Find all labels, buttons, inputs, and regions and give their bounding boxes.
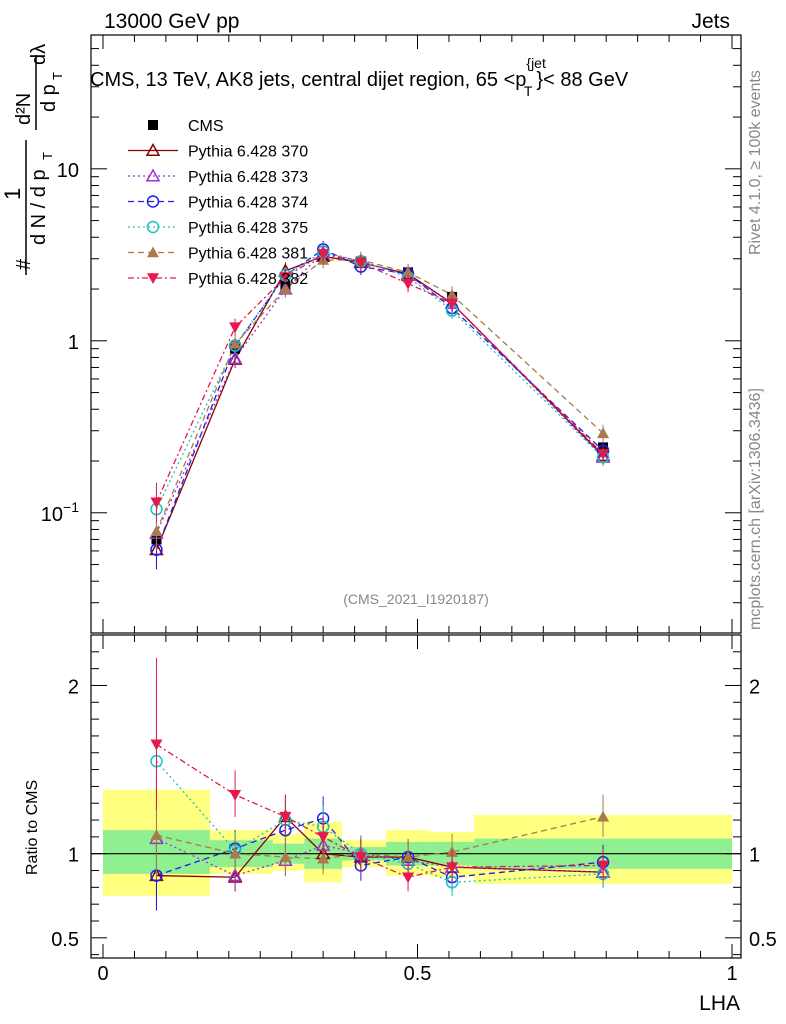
data-point [279,283,292,294]
ratio-point [354,852,367,864]
y-tick-label: 10 [57,160,79,182]
ratio-y-tick-label-right: 0.5 [749,929,777,951]
legend-label: Pythia 6.428 375 [188,220,308,237]
ratio-ylabel: Ratio to CMS [24,780,41,875]
header-right: Jets [691,10,730,33]
mcplots-label: mcplots.cern.ch [arXiv:1306.3436] [747,388,764,630]
data-point [354,257,367,269]
legend-marker [145,142,161,157]
y-tick-label-base: 10 [41,504,63,526]
legend-marker [147,246,159,258]
legend-label: Pythia 6.428 374 [188,195,308,212]
series-markers [149,240,611,911]
x-tick-label: 1 [726,963,737,985]
ratio-point [150,829,163,840]
legend-label: Pythia 6.428 373 [188,169,308,186]
data-point [227,350,243,364]
data-point [317,249,330,260]
legend-marker [148,120,158,130]
legend-marker [145,168,161,182]
ratio-point [279,811,292,823]
legend-label: Pythia 6.428 381 [188,246,308,263]
ratio-y-tick-label: 2 [68,676,79,698]
data-point [446,288,459,300]
ylabel-num: 1 [0,188,25,200]
legend-label: Pythia 6.428 382 [188,271,308,288]
ratio-point [597,810,610,822]
main-frame [90,34,742,634]
chart-title: CMS, 13 TeV, AK8 jets, central dijet reg… [90,55,629,99]
ratio-point [402,872,415,884]
ratio-line-6 [156,743,604,878]
data-point [402,278,415,290]
title-sub: T [524,83,533,99]
data-point [229,322,242,334]
legend-marker [147,273,159,284]
data-point [446,298,459,310]
y-tick-label: 10−1 [41,499,79,526]
title-prefix: CMS, 13 TeV, AK8 jets, central dijet reg… [90,69,526,91]
data-point [597,449,610,460]
y-tick-label-exp: −1 [63,499,79,515]
x-tick-label: 0 [97,963,108,985]
ylabel-rhs-num: d²N [13,93,35,125]
rivet-label: Rivet 4.1.0, ≥ 100k events [747,70,764,255]
header-left: 13000 GeV pp [104,10,239,33]
ratio-line-3 [156,817,604,878]
ratio-point [402,851,415,862]
y-tick-label: 1 [68,332,79,354]
data-point [597,427,610,439]
ylabel-rhs-dl: dλ [28,44,50,65]
title-suffix: }< 88 GeV [536,69,628,91]
legend-label: Pythia 6.428 370 [188,144,308,161]
ratio-line-4 [155,760,604,883]
series-line-5 [155,259,604,532]
legend: CMS Pythia 6.428 370 Pythia 6.428 373 Pythi… [128,118,308,288]
data-point [229,337,242,349]
legend-marker [146,220,160,234]
legend-label: CMS [188,118,224,135]
series-line-1 [155,255,604,550]
x-tick-label: 0.5 [404,963,432,985]
ratio-point [317,832,330,843]
series-line-4 [155,250,604,510]
data-point [150,525,163,537]
main-ylabel: # 1 d N / d p T d²N d p T dλ [0,44,65,275]
data-point [279,272,292,283]
data-point [150,497,163,509]
x-axis-label: LHA [699,992,740,1015]
title-sup: {jet [526,55,546,71]
ratio-point [597,860,610,872]
ratio-point [279,851,292,862]
series-line-6 [155,253,604,503]
ratio-frame [90,634,742,959]
series-line-3 [155,248,604,550]
ylabel-rhs-den-sub: T [50,72,65,80]
ratio-y-tick-label: 1 [68,845,79,867]
ratio-point [317,852,330,864]
ratio-point [446,862,459,874]
series-lines [155,248,604,883]
ratio-point [229,847,242,859]
ratio-y-tick-label-right: 2 [749,676,760,698]
ylabel-den: d N / d p [28,169,50,245]
legend-marker [146,195,160,208]
ratio-line-2 [156,837,604,877]
ratio-point [229,790,242,801]
data-point [402,266,415,278]
ratio-point [150,739,163,751]
ratio-line-1 [156,815,604,878]
series-line-2 [155,252,604,534]
ylabel-den-sub: T [40,152,55,160]
watermark: (CMS_2021_I1920187) [343,591,489,607]
ratio-line-5 [156,816,604,860]
ratio-y-tick-label: 0.5 [51,929,79,951]
ylabel-hash: # [13,258,35,270]
ratio-y-tick-label-right: 1 [749,845,760,867]
ylabel-rhs-den: d p [38,84,60,112]
ratio-point [227,868,243,882]
